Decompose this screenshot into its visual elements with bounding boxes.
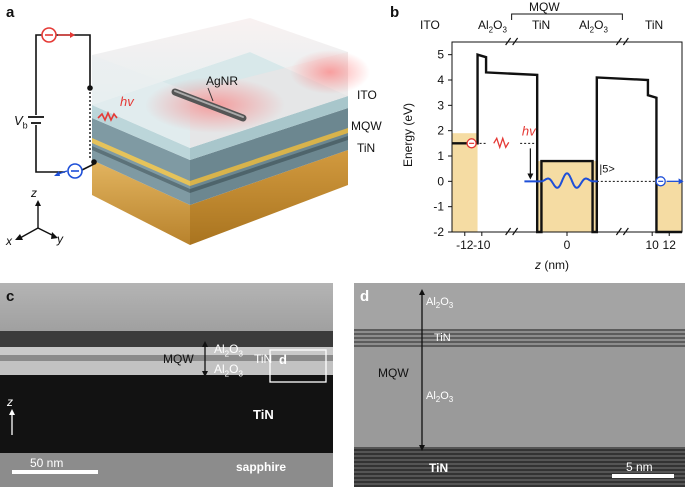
axis-break bbox=[622, 227, 629, 236]
agnr-label: AgNR bbox=[206, 74, 239, 88]
c-scale-label: 50 nm bbox=[30, 456, 64, 470]
panel-label-c: c bbox=[6, 288, 15, 305]
top-label-tin-right: TiN bbox=[645, 18, 664, 32]
x-tick-label: 10 bbox=[646, 238, 660, 252]
c-z-label: z bbox=[7, 395, 13, 409]
y-tick-label: 4 bbox=[437, 73, 444, 87]
fill-region-2 bbox=[656, 181, 682, 232]
photon-icon bbox=[97, 110, 118, 122]
top-label-ito: ITO bbox=[420, 18, 440, 32]
d-tin-mid: TiN bbox=[434, 332, 451, 344]
mqw-bracket bbox=[511, 13, 623, 20]
tin-label: TiN bbox=[357, 141, 376, 155]
d-al2o3-bot: Al2O3 bbox=[426, 390, 454, 405]
d-scale-label: 5 nm bbox=[626, 460, 653, 474]
tem-d-tin-mid bbox=[354, 329, 685, 347]
panel-d: d Al2O3 TiN MQW Al2O3 TiN 5 nm bbox=[354, 283, 685, 487]
top-label-al2o3-left: Al2O3 bbox=[478, 18, 507, 35]
panel-label-b: b bbox=[390, 4, 400, 21]
axis-break bbox=[512, 37, 519, 46]
down-arrow-head bbox=[527, 173, 534, 180]
axis-y-label: y bbox=[57, 232, 63, 246]
y-tick-label: -2 bbox=[433, 225, 444, 239]
axis-break bbox=[622, 37, 629, 46]
y-tick-label: 2 bbox=[437, 124, 444, 138]
ito-front bbox=[92, 105, 190, 160]
axis-break bbox=[615, 227, 622, 236]
mqw-bracket-label: MQW bbox=[529, 0, 560, 14]
panel-label-d: d bbox=[360, 288, 370, 305]
y-tick-label: 1 bbox=[437, 149, 444, 163]
tin-substrate-right bbox=[190, 150, 348, 245]
panel-a-diagram bbox=[15, 18, 370, 245]
d-overlay bbox=[419, 289, 674, 478]
x-tick-label: -10 bbox=[473, 238, 491, 252]
y-tick-label: 3 bbox=[437, 98, 444, 112]
ito-label: ITO bbox=[357, 88, 377, 102]
band-hv-text: hv bbox=[522, 124, 537, 139]
panel-a: a bbox=[0, 0, 390, 265]
tem-c-tin-layer bbox=[0, 375, 333, 453]
fill-region-1 bbox=[537, 161, 597, 232]
axis-z-label: z bbox=[31, 186, 37, 200]
top-label-al2o3-right: Al2O3 bbox=[579, 18, 608, 35]
y-tick-label: 5 bbox=[437, 48, 444, 62]
top-label-tin-mid: TiN bbox=[532, 18, 551, 32]
panel-label-a: a bbox=[6, 4, 15, 21]
axis-break bbox=[505, 37, 512, 46]
electron-right-arrow-head bbox=[678, 178, 684, 185]
circuit-wire bbox=[50, 34, 91, 88]
state-label: |5> bbox=[599, 163, 614, 175]
panel-b: b -2 -1 0 1 2 3 4 5 -12 -10 0 10 12 hv |5> ITO Al2O3 T… bbox=[390, 0, 685, 275]
xlabel: z (nm) bbox=[535, 258, 569, 272]
x-tick-label: -12 bbox=[456, 238, 474, 252]
c-mqw: MQW bbox=[163, 352, 194, 366]
band-profile-line bbox=[452, 53, 682, 234]
vb-label: Vb bbox=[14, 113, 28, 131]
mqw-label: MQW bbox=[351, 119, 382, 133]
c-al2o3-bot: Al2O3 bbox=[214, 362, 243, 379]
c-tin-mid: TiN bbox=[254, 352, 273, 366]
c-al2o3-top: Al2O3 bbox=[214, 342, 243, 359]
axis-break bbox=[505, 227, 512, 236]
c-overlay bbox=[9, 341, 327, 474]
x-tick-label: 0 bbox=[564, 238, 571, 252]
tin-substrate-front bbox=[92, 160, 190, 245]
d-mqw: MQW bbox=[378, 366, 409, 380]
tem-d-tin-bot bbox=[354, 447, 685, 487]
y-tick-label: -1 bbox=[433, 200, 444, 214]
c-tin: TiN bbox=[253, 407, 274, 422]
fill-region-0 bbox=[452, 133, 478, 232]
wavefunction-line bbox=[541, 172, 593, 189]
c-d-label: d bbox=[279, 352, 287, 367]
ito-right bbox=[190, 96, 348, 160]
d-al2o3-top: Al2O3 bbox=[426, 296, 454, 311]
d-tin-bot: TiN bbox=[429, 461, 449, 475]
y-tick-label: 0 bbox=[437, 174, 444, 188]
ylabel: Energy (eV) bbox=[401, 102, 416, 168]
axis-break bbox=[512, 227, 519, 236]
c-sapphire: sapphire bbox=[236, 460, 287, 474]
tem-c-top-layer bbox=[0, 283, 333, 331]
axis-break bbox=[615, 37, 622, 46]
panel-c: c Al2O3 TiN Al2O3 MQW d TiN sapphire 50 … bbox=[0, 283, 333, 487]
band-photon-icon bbox=[493, 136, 510, 150]
x-tick-label: 12 bbox=[663, 238, 677, 252]
hv-label: hv bbox=[120, 94, 134, 109]
axis-x-label: x bbox=[6, 234, 12, 248]
c-inset-box bbox=[269, 349, 327, 383]
